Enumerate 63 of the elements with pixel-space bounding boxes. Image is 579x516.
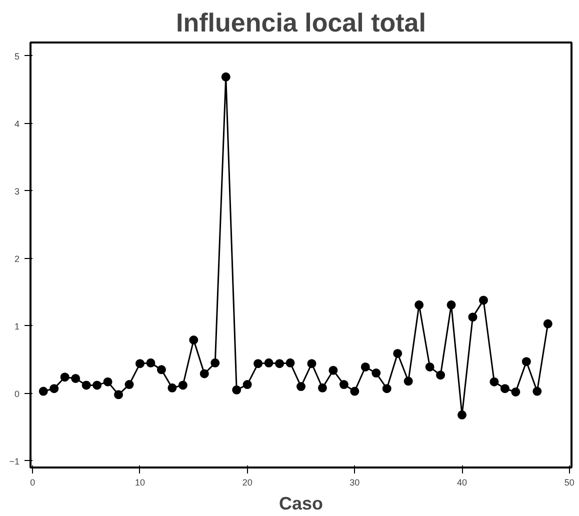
point (114, 390, 124, 400)
x-tick-label: 0 (30, 478, 36, 488)
point (264, 358, 274, 368)
point (372, 368, 381, 378)
point (232, 385, 242, 394)
point (135, 359, 144, 368)
point (50, 384, 59, 394)
y-tick-label: 5 (14, 51, 20, 62)
point (328, 366, 338, 375)
point (393, 349, 402, 358)
point (350, 386, 360, 396)
y-tick-label: −1 (9, 456, 20, 466)
point (414, 300, 424, 310)
point (468, 312, 478, 322)
y-tick-label: 1 (14, 321, 20, 332)
point (404, 376, 413, 386)
point (296, 382, 306, 392)
point (242, 380, 252, 390)
point (490, 377, 499, 386)
x-axis-title: Caso (278, 494, 324, 514)
point (307, 359, 316, 368)
x-tick-label: 50 (564, 478, 574, 488)
y-tick-label: 4 (14, 118, 20, 129)
point (92, 380, 102, 390)
x-tick-label: 30 (350, 478, 360, 488)
x-tick-label: 40 (457, 478, 468, 488)
point (254, 359, 263, 368)
point (522, 357, 531, 366)
x-tick-label: 20 (242, 478, 252, 488)
point (178, 380, 188, 390)
point (200, 369, 209, 378)
point (38, 386, 48, 396)
point (82, 380, 91, 390)
chart-title: Influencia local total (176, 8, 426, 38)
point (436, 370, 446, 380)
point (543, 319, 552, 328)
point (146, 358, 156, 368)
point (189, 336, 198, 344)
point (446, 300, 456, 310)
point (478, 296, 488, 305)
point (60, 372, 70, 382)
point (168, 383, 177, 392)
point (103, 377, 112, 386)
point (425, 362, 434, 372)
y-tick-label: 2 (14, 254, 20, 264)
point (318, 383, 327, 392)
point (511, 387, 520, 396)
point (124, 380, 134, 390)
y-tick-label: 3 (14, 186, 20, 196)
point (532, 386, 542, 396)
point (275, 359, 284, 368)
point (221, 72, 230, 82)
x-tick-label: 10 (134, 478, 145, 488)
point (500, 384, 510, 394)
point (339, 380, 348, 390)
point (156, 365, 166, 374)
point (71, 374, 80, 383)
point (286, 358, 295, 368)
point (382, 384, 392, 394)
y-tick-label: 0 (14, 388, 20, 399)
point (360, 362, 370, 372)
point (458, 410, 467, 420)
point (210, 358, 220, 368)
